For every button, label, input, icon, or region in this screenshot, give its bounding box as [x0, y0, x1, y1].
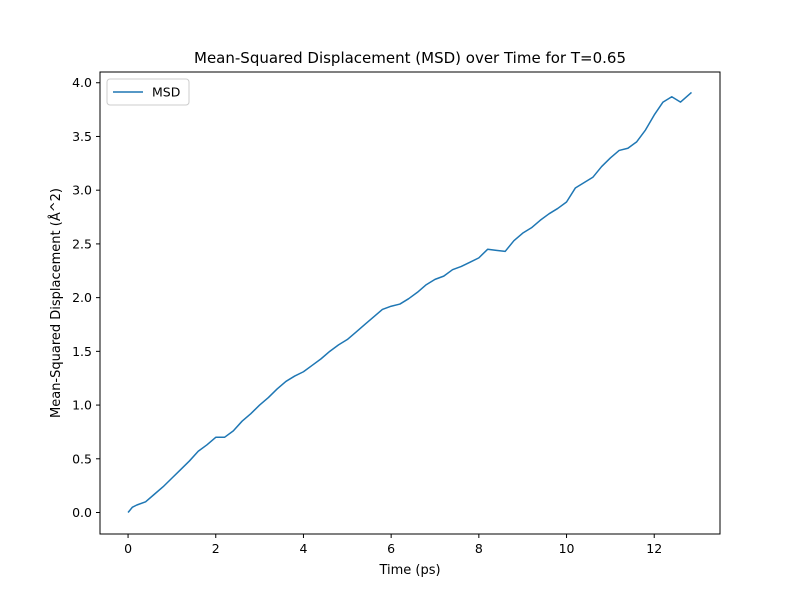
- y-tick-label: 0.5: [72, 451, 92, 466]
- x-axis-ticks: 0 2 4 6 8 10 12: [124, 534, 662, 556]
- x-tick-label: 10: [559, 541, 575, 556]
- x-tick-label: 0: [124, 541, 132, 556]
- legend-label-msd: MSD: [152, 85, 180, 100]
- plot-area: [99, 71, 721, 535]
- y-tick-label: 4.0: [72, 75, 92, 90]
- x-tick-label: 8: [475, 541, 483, 556]
- y-tick-label: 3.0: [72, 183, 92, 198]
- x-tick-label: 2: [212, 541, 220, 556]
- y-tick-label: 0.0: [72, 505, 92, 520]
- x-tick-label: 4: [299, 541, 307, 556]
- y-axis-ticks: 0.0 0.5 1.0 1.5 2.0 2.5 3.0 3.5 4.0: [72, 75, 100, 520]
- y-tick-label: 1.0: [72, 398, 92, 413]
- legend-box: [106, 78, 190, 106]
- x-tick-label: 12: [646, 541, 662, 556]
- y-tick-label: 2.0: [72, 290, 92, 305]
- y-tick-label: 3.5: [72, 129, 92, 144]
- y-axis-label: Mean-Squared Displacement (Å^2): [48, 188, 64, 418]
- y-tick-label: 1.5: [72, 344, 92, 359]
- x-axis-label: Time (ps): [378, 563, 440, 578]
- msd-series-line: [127, 91, 692, 513]
- chart-title: Mean-Squared Displacement (MSD) over Tim…: [194, 49, 626, 67]
- x-tick-label: 6: [387, 541, 395, 556]
- legend: MSD: [106, 78, 190, 106]
- y-tick-label: 2.5: [72, 236, 92, 251]
